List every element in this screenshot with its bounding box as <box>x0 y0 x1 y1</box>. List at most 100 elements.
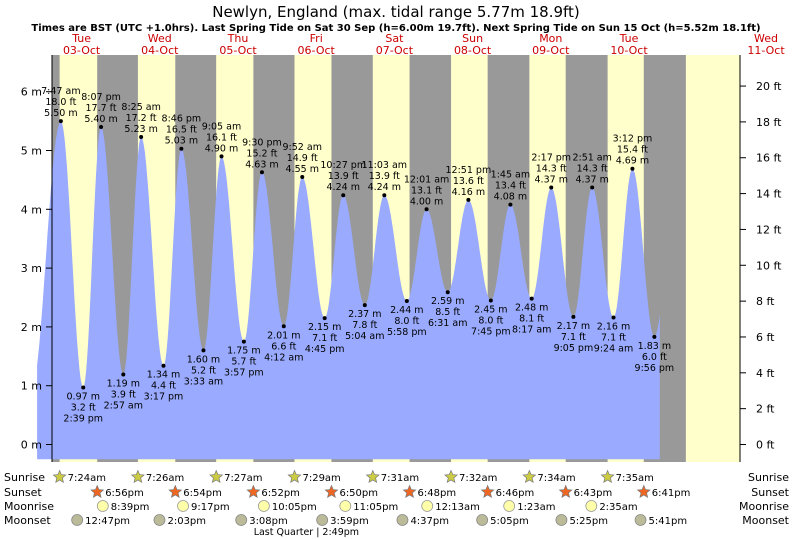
tide-time-label: 3:33 am <box>184 376 223 387</box>
tide-metres-label: 2.15 m <box>308 322 341 333</box>
sunrise-icon <box>600 469 615 484</box>
tide-metres-label: 4.37 m <box>575 175 608 186</box>
tide-feet-label: 15.4 ft <box>617 145 648 156</box>
astro-time-label: 3:59pm <box>330 516 369 527</box>
tide-feet-label: 7.1 ft <box>601 332 626 343</box>
astro-time-label: 10:05pm <box>272 502 317 513</box>
tide-time-label: 5:04 am <box>345 331 384 342</box>
astro-time-label: 1:23am <box>517 502 555 513</box>
astro-time-label: 7:32am <box>459 473 497 484</box>
tide-point <box>445 290 450 295</box>
astro-time-label: 7:29am <box>302 473 340 484</box>
tide-feet-label: 13.4 ft <box>495 181 526 192</box>
moonset-icon <box>153 514 166 526</box>
tide-feet-label: 6.6 ft <box>271 341 296 352</box>
sunset-icon <box>402 484 417 499</box>
tide-metres-label: 2.17 m <box>557 321 590 332</box>
astro-time-label: 9:17pm <box>191 502 230 513</box>
tide-metres-label: 1.19 m <box>107 379 140 390</box>
tide-metres-label: 4.24 m <box>368 182 401 193</box>
tide-metres-label: 1.83 m <box>638 341 671 352</box>
tide-feet-label: 3.9 ft <box>111 390 136 401</box>
tide-time-label: 9:05 pm <box>554 343 594 354</box>
tide-time-label: 12:51 pm <box>446 165 492 176</box>
astro-row-label-left: Sunrise <box>4 471 45 484</box>
tide-metres-label: 1.60 m <box>187 354 220 365</box>
y-right-tick-label: 4 ft <box>756 367 775 380</box>
astro-time-label: 3:08pm <box>249 516 288 527</box>
astro-time-label: 7:27am <box>224 473 262 484</box>
day-name-label: Wed <box>754 32 778 45</box>
tide-time-label: 2:17 pm <box>531 153 571 164</box>
moonrise-icon <box>339 500 352 512</box>
day-name-label: Sun <box>462 32 483 45</box>
moon-phase-label: Last Quarter | 2:49pm <box>254 527 359 538</box>
day-date-label: 09-Oct <box>532 44 570 57</box>
astro-time-label: 5:25pm <box>569 516 608 527</box>
tide-metres-label: 4.63 m <box>245 159 278 170</box>
tide-point <box>201 348 206 353</box>
tide-feet-label: 16.1 ft <box>206 132 237 143</box>
tide-point <box>341 193 346 198</box>
tide-point <box>590 185 595 190</box>
tide-time-label: 11:03 am <box>362 160 407 171</box>
tide-time-label: 3:17 pm <box>144 392 184 403</box>
tide-feet-label: 14.3 ft <box>536 164 567 175</box>
astro-time-label: 7:31am <box>381 473 419 484</box>
tide-point <box>281 324 286 329</box>
astro-time-label: 2:35am <box>599 502 637 513</box>
astro-time-label: 12:47pm <box>85 516 130 527</box>
sunset-icon <box>636 484 651 499</box>
astro-time-label: 6:50pm <box>339 488 378 499</box>
tide-point <box>219 154 224 159</box>
tide-time-label: 8:25 am <box>121 102 160 113</box>
y-right-tick-label: 8 ft <box>756 295 775 308</box>
astro-time-label: 7:24am <box>68 473 106 484</box>
tide-feet-label: 17.7 ft <box>86 103 117 114</box>
tide-time-label: 6:31 am <box>428 318 467 329</box>
sunset-icon <box>558 484 573 499</box>
day-name-label: Mon <box>539 32 562 45</box>
tide-time-label: 8:17 am <box>512 325 551 336</box>
daylight-band <box>685 55 740 462</box>
y-right-tick-label: 18 ft <box>756 116 782 129</box>
day-name-label: Tue <box>71 32 91 45</box>
moonset-icon <box>316 514 329 526</box>
tide-feet-label: 13.9 ft <box>328 171 359 182</box>
y-right-tick-label: 20 ft <box>756 80 782 93</box>
tide-point <box>488 298 493 303</box>
astro-row-label-right: Sunrise <box>748 471 789 484</box>
astro-time-label: 8:39pm <box>111 502 150 513</box>
tide-point <box>466 197 471 202</box>
tide-point <box>549 185 554 190</box>
tide-feet-label: 8.5 ft <box>435 307 460 318</box>
moonrise-icon <box>96 500 109 512</box>
tide-feet-label: 15.2 ft <box>246 148 277 159</box>
tide-metres-label: 4.55 m <box>286 164 319 175</box>
tide-point <box>259 170 264 175</box>
tide-feet-label: 7.1 ft <box>312 333 337 344</box>
tide-time-label: 9:30 pm <box>242 137 282 148</box>
tide-metres-label: 5.50 m <box>44 108 77 119</box>
moonrise-icon <box>257 500 270 512</box>
tide-time-label: 4:45 pm <box>305 344 345 355</box>
tide-area-fill <box>37 121 660 460</box>
tide-point <box>300 174 305 179</box>
y-right-tick-label: 10 ft <box>756 259 782 272</box>
astro-time-label: 5:41pm <box>649 516 688 527</box>
tide-feet-label: 3.2 ft <box>71 402 96 413</box>
sunset-icon <box>168 484 183 499</box>
tide-time-label: 7:45 pm <box>471 326 511 337</box>
sunset-icon <box>324 484 339 499</box>
sunrise-icon <box>522 469 537 484</box>
tide-time-label: 9:05 am <box>202 121 241 132</box>
tide-time-label: 2:39 pm <box>63 413 103 424</box>
tide-time-label: 5:58 pm <box>387 327 427 338</box>
tide-metres-label: 1.75 m <box>227 346 260 357</box>
moonrise-icon <box>585 500 598 512</box>
tide-metres-label: 2.01 m <box>267 330 300 341</box>
tide-time-label: 10:27 pm <box>320 160 366 171</box>
moonset-icon <box>634 514 647 526</box>
day-date-label: 08-Oct <box>454 44 492 57</box>
